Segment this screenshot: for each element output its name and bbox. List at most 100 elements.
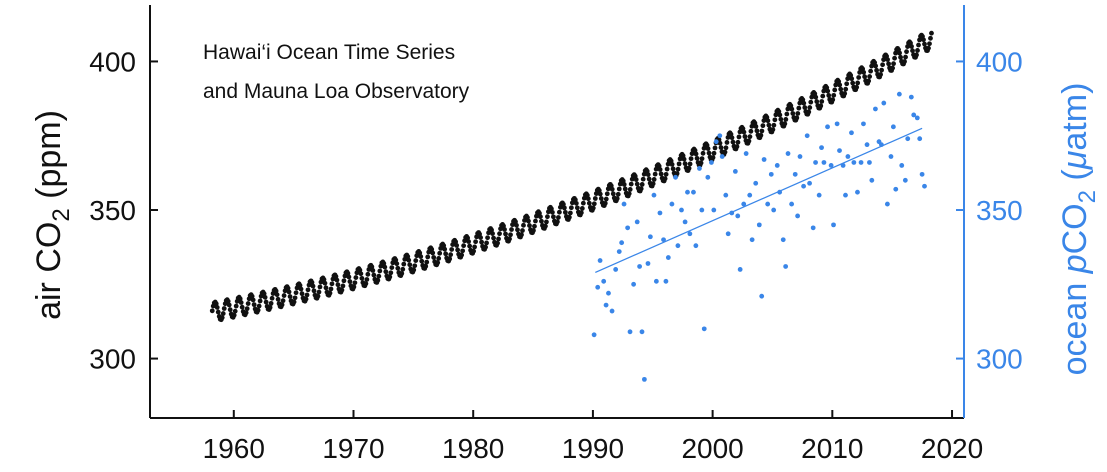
air-co2-point (573, 200, 579, 206)
ocean-pco2-point (693, 243, 699, 249)
air-co2-point (399, 271, 405, 276)
x-tick-label: 1990 (562, 433, 624, 464)
air-co2-point (866, 78, 872, 84)
air-co2-point (915, 48, 920, 53)
ocean-pco2-point (917, 136, 923, 142)
air-co2-point (862, 74, 868, 80)
air-co2-point (467, 243, 473, 249)
air-co2-point (742, 134, 748, 139)
air-co2-point (927, 41, 932, 47)
air-co2-point (614, 196, 620, 201)
ocean-pco2-point (711, 207, 717, 213)
air-co2-point (448, 252, 454, 258)
air-co2-point (255, 307, 261, 313)
ocean-pco2-point (888, 154, 894, 159)
air-co2-point (388, 270, 394, 276)
air-co2-point (818, 103, 824, 109)
air-co2-point (437, 250, 443, 256)
air-co2-point (555, 219, 560, 225)
ocean-pco2-point (881, 100, 887, 106)
air-co2-point (650, 181, 656, 187)
air-co2-point (335, 282, 341, 288)
ocean-pco2-point (647, 234, 653, 240)
air-co2-point (353, 275, 359, 280)
air-co2-point (341, 278, 347, 284)
air-co2-point (490, 231, 495, 236)
ocean-pco2-point (682, 219, 688, 225)
air-co2-point (730, 139, 736, 145)
air-co2-point (585, 196, 591, 202)
air-co2-point (638, 186, 644, 192)
air-co2-point (479, 239, 484, 245)
ocean-pco2-point (661, 237, 666, 243)
air-co2-point (423, 263, 429, 269)
air-co2-point (760, 123, 766, 129)
air-co2-point (566, 214, 572, 220)
ocean-pco2-point (663, 278, 669, 284)
air-co2-point (634, 181, 640, 187)
ocean-pco2-point (922, 183, 927, 189)
ocean-pco2-point (810, 225, 816, 231)
air-co2-point (545, 214, 550, 220)
air-co2-point (724, 140, 730, 145)
air-co2-point (321, 277, 327, 282)
air-co2-point (346, 274, 352, 280)
air-co2-point (215, 309, 221, 315)
ocean-pco2-point (616, 249, 622, 255)
air-co2-point (753, 124, 759, 129)
ocean-pco2-point (851, 160, 857, 165)
air-co2-point (929, 30, 934, 36)
ocean-pco2-point (771, 207, 777, 213)
air-co2-point (674, 171, 680, 176)
air-co2-point (358, 271, 364, 277)
air-co2-point (897, 50, 902, 56)
y-label-left-sub: 2 (48, 208, 75, 221)
ocean-pco2-point (869, 177, 875, 183)
air-co2-point (616, 186, 622, 192)
air-co2-point (814, 99, 820, 104)
air-co2-point (586, 200, 592, 206)
air-co2-point (681, 156, 687, 162)
ocean-pco2-point (595, 284, 601, 290)
ocean-pco2-point (753, 180, 759, 186)
air-co2-point (718, 145, 724, 150)
air-co2-point (694, 155, 700, 161)
air-co2-point (238, 300, 244, 305)
ocean-pco2-point (679, 207, 684, 213)
air-co2-point (890, 65, 895, 71)
air-co2-point (645, 172, 651, 177)
air-co2-point (299, 291, 305, 297)
air-co2-point (873, 63, 879, 69)
air-co2-point (424, 259, 430, 265)
air-co2-point (770, 127, 776, 132)
air-co2-point (305, 287, 311, 293)
air-co2-point (209, 308, 215, 314)
ocean-pco2-point (603, 302, 609, 308)
air-co2-point (598, 196, 604, 201)
air-co2-point (311, 288, 317, 294)
air-co2-point (351, 284, 357, 290)
air-co2-point (844, 81, 850, 87)
air-co2-point (879, 67, 884, 73)
air-co2-point (515, 227, 520, 233)
air-co2-point (430, 250, 436, 256)
y-tick-label-right: 350 (976, 195, 1023, 226)
air-co2-point (663, 171, 669, 177)
air-co2-point (747, 134, 753, 140)
air-co2-point (885, 57, 890, 62)
ocean-pco2-point (673, 174, 678, 180)
air-co2-point (628, 181, 634, 187)
ocean-pco2-point (905, 136, 911, 142)
ocean-pco2-point (768, 171, 774, 177)
air-co2-point (717, 140, 723, 146)
air-co2-point (443, 251, 449, 257)
ocean-pco2-point (606, 290, 611, 296)
air-co2-point (310, 283, 316, 289)
air-co2-point (485, 235, 490, 241)
air-co2-point (263, 299, 269, 305)
y-label-left-pre: air CO (30, 222, 68, 320)
ocean-pco2-point (609, 308, 615, 314)
air-co2-point (502, 227, 507, 232)
air-co2-point (550, 209, 555, 215)
air-co2-point (365, 271, 371, 277)
